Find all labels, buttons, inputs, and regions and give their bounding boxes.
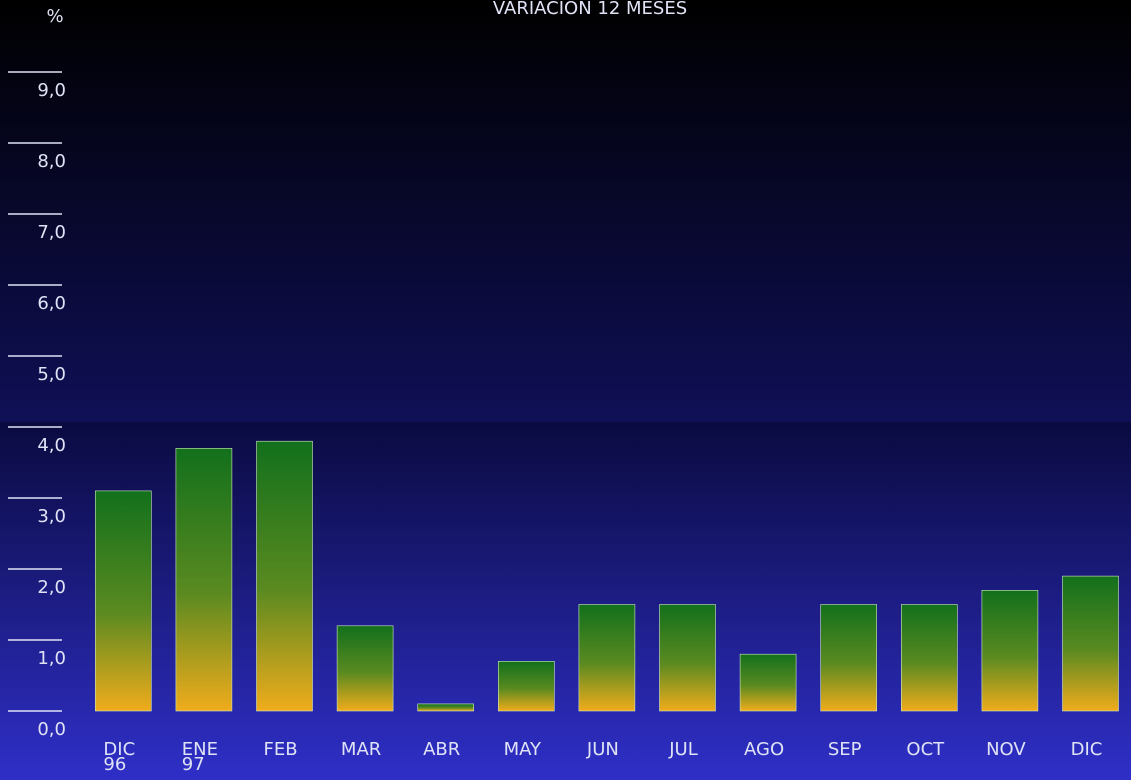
bar bbox=[95, 490, 152, 712]
x-tick-label: FEB bbox=[263, 739, 298, 760]
x-tick-label: ABR bbox=[423, 739, 461, 760]
y-axis-label: % bbox=[46, 6, 63, 27]
bar bbox=[256, 440, 313, 712]
bar bbox=[175, 447, 233, 712]
x-tick-label: ENE 97 bbox=[181, 739, 218, 775]
x-tick-label: DIC 96 bbox=[103, 739, 136, 775]
x-tick-label: JUL bbox=[669, 739, 698, 760]
bar bbox=[981, 589, 1039, 712]
bar bbox=[578, 604, 636, 712]
bar bbox=[336, 625, 394, 712]
bar bbox=[497, 660, 555, 712]
y-tick-label: 5,0 bbox=[37, 364, 66, 385]
y-tick-label: 4,0 bbox=[37, 435, 66, 456]
y-tick-label: 8,0 bbox=[37, 151, 66, 172]
y-tick-label: 9,0 bbox=[37, 80, 66, 101]
bar bbox=[900, 604, 958, 712]
x-tick-label: JUN bbox=[586, 739, 619, 760]
x-tick-label: DIC bbox=[1070, 739, 1103, 760]
y-tick-label: 7,0 bbox=[37, 222, 66, 243]
x-tick-label: NOV bbox=[986, 739, 1026, 760]
bar bbox=[417, 703, 475, 712]
y-tick-label: 0,0 bbox=[37, 719, 66, 740]
chart-title: VARIACION 12 MESES bbox=[493, 0, 687, 19]
x-tick-label: MAY bbox=[503, 739, 542, 760]
y-tick-label: 6,0 bbox=[37, 293, 66, 314]
bar bbox=[1062, 575, 1119, 712]
floor bbox=[0, 422, 1131, 780]
bar bbox=[659, 604, 716, 712]
bar bbox=[739, 653, 797, 712]
x-tick-label: OCT bbox=[906, 739, 945, 760]
y-tick-label: 3,0 bbox=[37, 506, 66, 527]
x-tick-label: MAR bbox=[340, 739, 382, 760]
y-tick-label: 1,0 bbox=[37, 648, 66, 669]
y-tick-label: 2,0 bbox=[37, 577, 66, 598]
x-tick-label: SEP bbox=[827, 739, 862, 760]
x-tick-label: AGO bbox=[744, 739, 785, 760]
bar bbox=[820, 604, 878, 712]
